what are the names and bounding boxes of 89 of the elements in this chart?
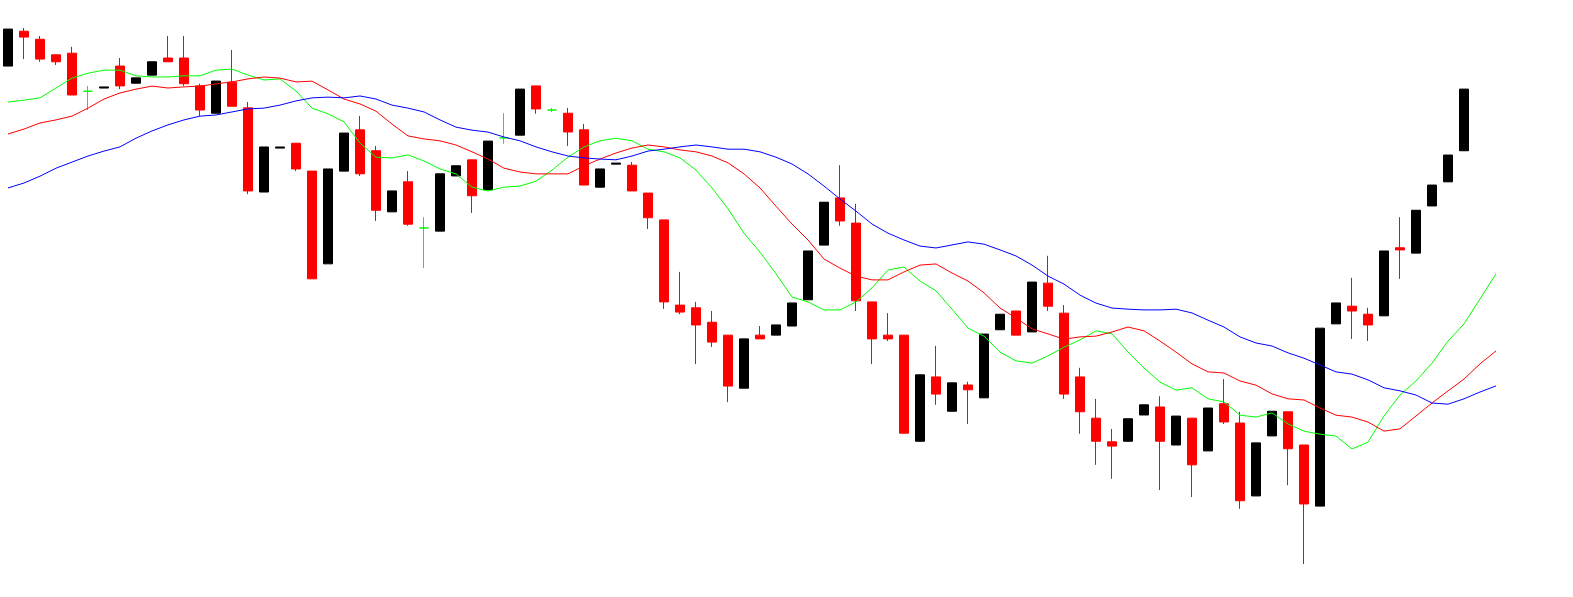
candlestick — [995, 313, 1005, 331]
candlestick — [307, 170, 317, 280]
candlestick — [547, 107, 557, 113]
candlestick — [51, 54, 61, 66]
candlestick — [355, 115, 365, 177]
candlestick — [1459, 88, 1469, 152]
candlestick — [1251, 442, 1261, 497]
candlestick — [35, 35, 45, 63]
candlestick — [163, 35, 173, 63]
candlestick — [259, 146, 269, 193]
candlestick — [275, 146, 285, 149]
candlestick — [371, 145, 381, 222]
candlestick — [131, 77, 141, 84]
candlestick — [1443, 154, 1453, 183]
candlestick — [483, 140, 493, 191]
candlestick — [419, 216, 429, 269]
candlestick — [1363, 307, 1373, 342]
candlestick — [1347, 277, 1357, 340]
candlestick — [883, 312, 893, 342]
candlestick — [947, 382, 957, 412]
candlestick — [467, 159, 477, 214]
candlestick — [1027, 281, 1037, 333]
candlestick — [499, 112, 509, 145]
candlestick — [819, 201, 829, 246]
candlestick — [1427, 184, 1437, 207]
candlestick — [1091, 398, 1101, 466]
candlestick — [579, 123, 589, 186]
candlestick — [323, 168, 333, 265]
candlestick — [147, 61, 157, 76]
candlestick — [99, 86, 109, 89]
candlestick — [1411, 209, 1421, 254]
candlestick — [771, 324, 781, 336]
candlestick — [243, 101, 253, 195]
candlestick — [67, 46, 77, 96]
candlestick — [787, 302, 797, 327]
candlestick — [691, 301, 701, 365]
candlestick — [595, 168, 605, 188]
candlestick — [611, 162, 621, 165]
candlestick — [963, 381, 973, 425]
candlestick — [1155, 395, 1165, 491]
candlestick — [659, 219, 669, 310]
candlestick — [643, 192, 653, 230]
candlestick — [291, 142, 301, 172]
candlestick — [1315, 327, 1325, 507]
candlestick — [387, 190, 397, 213]
candlestick — [211, 80, 221, 114]
candlestick — [739, 338, 749, 389]
candlestick — [851, 203, 861, 312]
candlestick — [803, 250, 813, 301]
candlestick — [627, 161, 637, 192]
candlestick — [979, 333, 989, 399]
candlestick — [1203, 407, 1213, 452]
candlestick — [1107, 428, 1117, 480]
candlestick — [1379, 250, 1389, 317]
candlestick — [3, 28, 13, 67]
candlestick — [1219, 378, 1229, 425]
candlestick — [1043, 255, 1053, 312]
candlestick — [899, 334, 909, 434]
candlestick — [915, 374, 925, 442]
candlestick — [1059, 304, 1069, 400]
candlestick — [1139, 404, 1149, 416]
candlestick — [1123, 418, 1133, 442]
candlestick — [1299, 444, 1309, 565]
candlestick — [1267, 410, 1277, 437]
candlestick — [835, 164, 845, 227]
candlestick — [403, 170, 413, 227]
candlestick — [1331, 302, 1341, 325]
candlestick — [435, 173, 445, 232]
candlestick — [675, 271, 685, 315]
candlestick — [867, 301, 877, 365]
candlestick — [19, 27, 29, 60]
candlestick — [1395, 216, 1405, 280]
candlestick — [531, 85, 541, 115]
candlestick — [83, 85, 93, 111]
candlestick — [931, 345, 941, 406]
candlestick — [563, 107, 573, 147]
candlestick — [1235, 411, 1245, 510]
candlestick — [755, 325, 765, 340]
candlestick — [1283, 411, 1293, 486]
candlestick — [1011, 310, 1021, 336]
candlestick — [195, 83, 205, 117]
candlestick — [1171, 415, 1181, 446]
candlestick — [339, 132, 349, 172]
candlestick — [723, 334, 733, 403]
candlestick — [515, 88, 525, 136]
candlestick — [1075, 367, 1085, 435]
candlestick — [115, 57, 125, 90]
candlestick — [1187, 417, 1197, 498]
candlestick — [707, 310, 717, 348]
